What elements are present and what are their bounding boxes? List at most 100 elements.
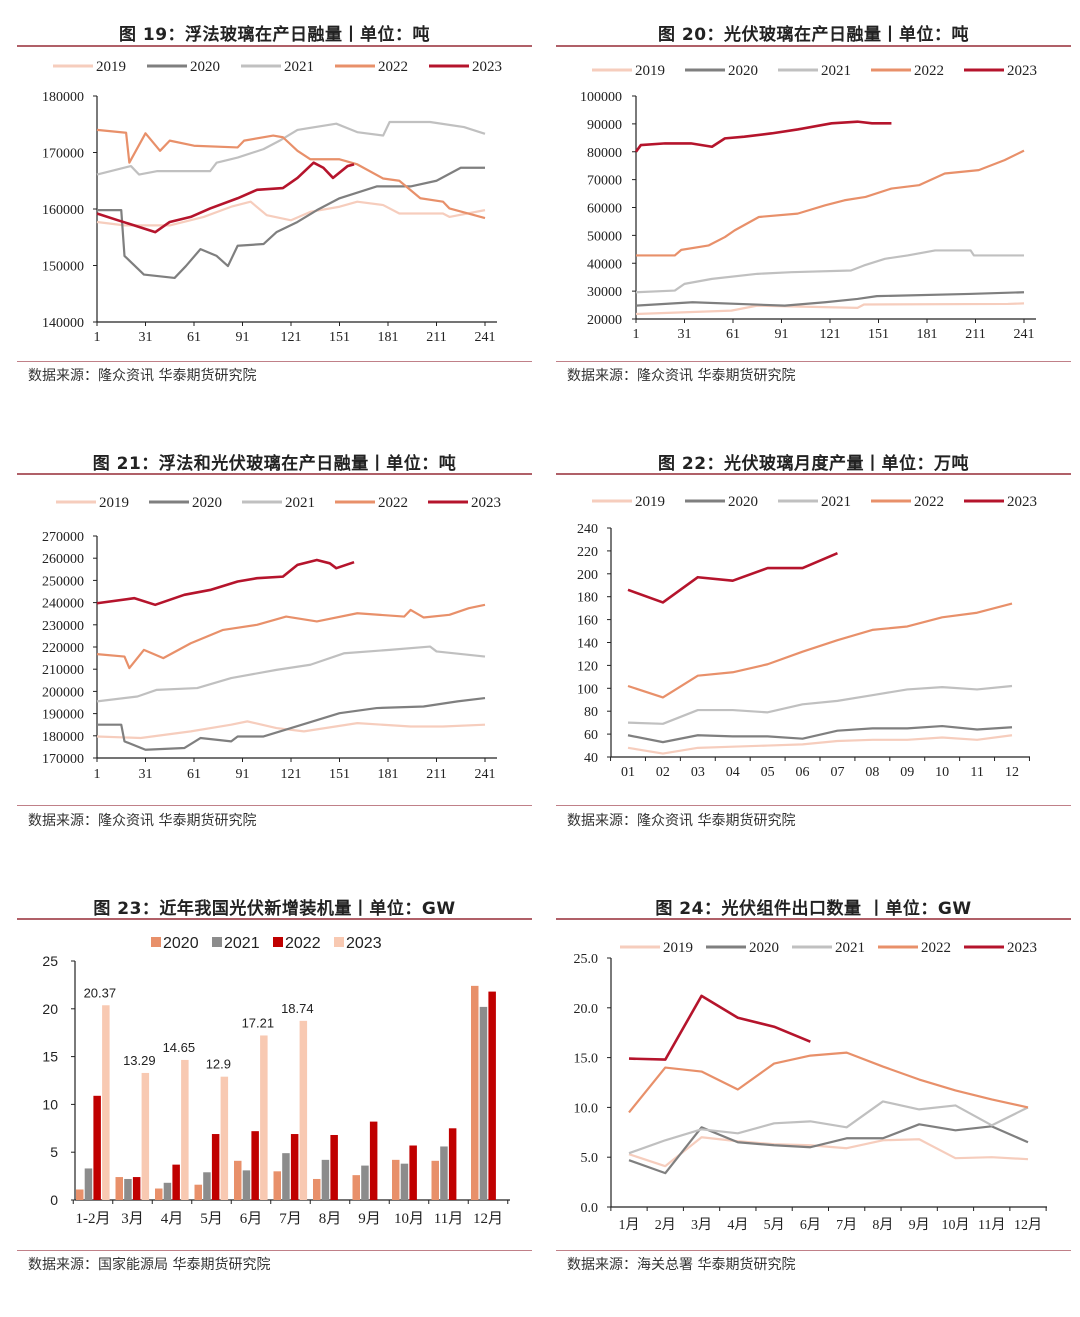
x-tick-label: 1 [633, 327, 640, 342]
legend-swatch [212, 937, 222, 947]
chart-6: 0.0 5.0 10.0 15.0 20.0 25.0 1月 2月 3月 4月 5月 6月 7月 8月 9月… [574, 940, 1047, 1233]
series-line-2020 [635, 291, 1025, 307]
legend-label: 2019 [635, 63, 665, 79]
chart-title: 图 24：光伏组件出口数量 丨单位：GW [655, 899, 972, 919]
series-line-2021 [96, 645, 486, 703]
x-tick-label: 12月 [473, 1211, 503, 1227]
legend-label: 2019 [635, 494, 665, 510]
legend-label: 2019 [99, 495, 129, 511]
chart-1: 140000 150000 160000 170000 180000 1 31 61 91 121… [42, 59, 502, 345]
x-tick-label: 91 [775, 327, 789, 342]
series-line-2022 [627, 602, 1013, 699]
legend-label: 2022 [378, 495, 408, 511]
title-divider [556, 45, 1071, 47]
source-divider [17, 361, 532, 362]
y-tick-label: 180 [577, 591, 598, 606]
y-tick-label: 160 [577, 614, 598, 629]
legend-label: 2021 [821, 63, 851, 79]
x-tick-label: 151 [329, 767, 350, 782]
bar-2020 [76, 1189, 84, 1200]
bar-2021 [203, 1172, 211, 1200]
x-tick-label: 5月 [764, 1217, 785, 1233]
source-divider [556, 1250, 1071, 1251]
bar-2022 [448, 1128, 457, 1200]
data-source: 数据来源：隆众资讯 华泰期货研究院 [567, 368, 796, 384]
series-line-2020 [97, 166, 485, 280]
x-tick-label: 241 [1014, 327, 1035, 342]
title-divider [556, 473, 1071, 475]
bar-2021 [479, 1006, 488, 1200]
legend-label: 2022 [378, 59, 408, 75]
x-tick-label: 241 [475, 767, 496, 782]
x-tick-label: 61 [187, 767, 201, 782]
series-line-2023 [627, 551, 838, 604]
legend-label: 2019 [663, 940, 693, 956]
y-tick-label: 50000 [587, 229, 622, 244]
x-tick-label: 04 [726, 765, 740, 780]
y-tick-label: 15.0 [574, 1052, 599, 1067]
bar-2023 [102, 1005, 110, 1200]
x-tick-label: 10 [935, 765, 949, 780]
legend-label: 2020 [749, 940, 779, 956]
x-tick-label: 181 [378, 767, 399, 782]
x-tick-label: 9月 [909, 1217, 930, 1233]
data-source: 数据来源：隆众资讯 华泰期货研究院 [28, 813, 257, 829]
bar-2020 [155, 1188, 163, 1200]
y-tick-label: 90000 [587, 118, 622, 133]
bar-2021 [163, 1182, 172, 1200]
y-tick-label: 10 [42, 1096, 58, 1112]
bar-2021 [440, 1146, 448, 1200]
data-label: 14.65 [163, 1040, 196, 1055]
series-line-2023 [634, 120, 892, 153]
bar-2023 [260, 1035, 268, 1200]
y-tick-label: 100000 [580, 90, 622, 105]
source-divider [556, 361, 1071, 362]
x-tick-label: 2月 [655, 1217, 676, 1233]
bar-2022 [172, 1164, 180, 1200]
legend-swatch [334, 937, 344, 947]
chart-title: 图 20：光伏玻璃在产日融量丨单位：吨 [657, 25, 970, 45]
bar-2022 [211, 1134, 220, 1200]
chart-title: 图 22：光伏玻璃月度产量丨单位：万吨 [657, 454, 970, 474]
source-divider [17, 805, 532, 806]
bar-2021 [282, 1153, 290, 1200]
bar-2020 [352, 1175, 360, 1200]
source-divider [556, 805, 1071, 806]
y-tick-label: 260000 [42, 552, 84, 567]
legend-label: 2020 [728, 494, 758, 510]
bar-2021 [84, 1168, 93, 1200]
x-tick-label: 03 [691, 765, 705, 780]
legend-label: 2023 [471, 495, 501, 511]
x-tick-label: 02 [656, 765, 670, 780]
title-divider [17, 918, 532, 920]
y-tick-label: 180000 [42, 90, 84, 105]
legend-label: 2020 [728, 63, 758, 79]
legend-label: 2021 [285, 495, 315, 511]
x-tick-label: 11 [970, 765, 983, 780]
x-tick-label: 151 [868, 327, 889, 342]
series-line-2021 [627, 684, 1013, 725]
chart-5: 0 5 10 15 20 25 1-2月 3月 4月 5月 6月 7月 8月 9月 10月 11月 12月 20.… [42, 935, 510, 1227]
y-tick-label: 10.0 [574, 1101, 599, 1116]
bar-2021 [321, 1159, 330, 1200]
y-tick-label: 220000 [42, 641, 84, 656]
y-tick-label: 30000 [587, 285, 622, 300]
legend-label: 2022 [921, 940, 951, 956]
data-source: 数据来源：国家能源局 华泰期货研究院 [28, 1257, 271, 1273]
x-tick-label: 211 [426, 330, 446, 345]
x-tick-label: 11月 [978, 1217, 1005, 1233]
data-label: 13.29 [123, 1053, 156, 1068]
data-source: 数据来源：隆众资讯 华泰期货研究院 [567, 813, 796, 829]
y-tick-label: 270000 [42, 530, 84, 545]
legend-swatch [151, 937, 161, 947]
y-tick-label: 40000 [587, 257, 622, 272]
legend-swatch [273, 937, 283, 947]
x-tick-label: 121 [281, 767, 302, 782]
x-tick-label: 5月 [200, 1211, 223, 1227]
x-tick-label: 1-2月 [76, 1211, 111, 1227]
series-line-2022 [96, 128, 486, 220]
x-tick-label: 01 [621, 765, 635, 780]
data-source: 数据来源：海关总署 华泰期货研究院 [567, 1257, 796, 1273]
bar-2022 [132, 1177, 141, 1200]
